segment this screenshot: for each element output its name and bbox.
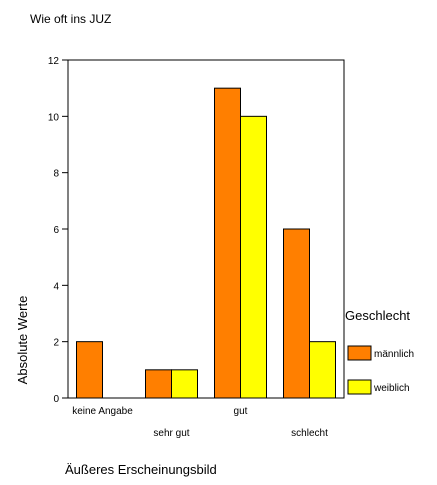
legend-label: männlich xyxy=(374,349,414,360)
y-tick-label: 4 xyxy=(53,281,59,292)
bar-weiblich xyxy=(171,369,198,399)
y-tick-label: 0 xyxy=(53,394,59,405)
bar-maennlich xyxy=(145,369,172,399)
chart-title: Wie oft ins JUZ xyxy=(30,12,111,26)
bars xyxy=(76,87,336,399)
x-tick-label: keine Angabe xyxy=(72,406,133,417)
y-tick-label: 6 xyxy=(53,225,59,236)
x-tick-label: schlecht xyxy=(291,428,328,439)
bar-maennlich xyxy=(283,228,310,399)
legend: männlich weiblich xyxy=(347,345,414,395)
x-axis-tick-labels: keine Angabe sehr gut gut schlecht xyxy=(72,406,328,439)
y-axis-label: Absolute Werte xyxy=(15,296,30,385)
x-tick-label: sehr gut xyxy=(153,428,189,439)
bar-maennlich xyxy=(214,87,241,399)
y-tick-label: 10 xyxy=(48,112,60,123)
y-tick-label: 8 xyxy=(53,169,59,180)
bar-weiblich xyxy=(240,115,267,399)
x-tick-label: gut xyxy=(234,406,248,417)
legend-swatch xyxy=(347,345,372,361)
bar-maennlich xyxy=(76,341,103,399)
y-tick-label: 12 xyxy=(48,56,60,67)
legend-title: Geschlecht xyxy=(345,308,410,323)
y-axis-ticks: 0 2 4 6 8 10 12 xyxy=(48,56,68,405)
x-axis-label: Äußeres Erscheinungsbild xyxy=(65,462,217,477)
legend-label: weiblich xyxy=(373,383,410,394)
y-tick-label: 2 xyxy=(53,338,59,349)
bar-weiblich xyxy=(309,341,336,399)
legend-swatch xyxy=(347,379,372,395)
